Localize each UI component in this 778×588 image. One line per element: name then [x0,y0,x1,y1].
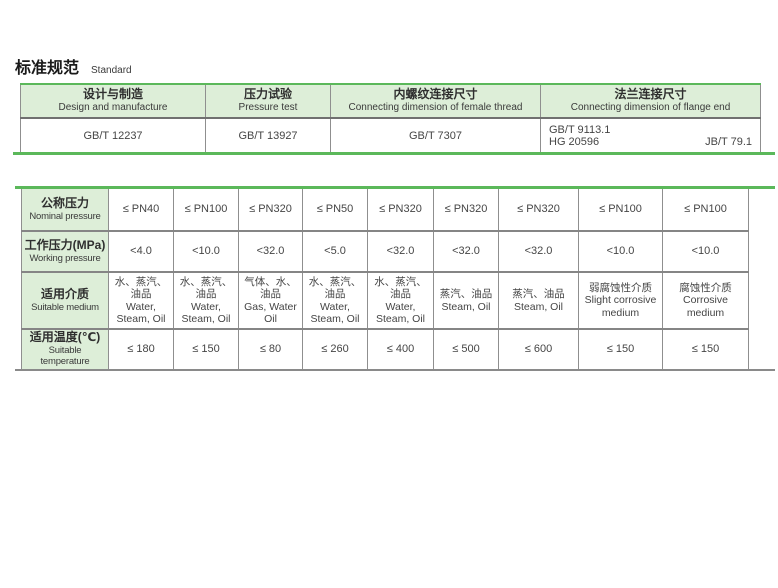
header-label-cn: 法兰连接尺寸 [614,87,687,102]
page-title-en: Standard [91,65,132,76]
row-header-cn: 适用介质 [40,286,89,301]
working-pressure-cell: <32.0 [367,230,434,273]
header-label-cn: 压力试验 [243,87,292,102]
row-header-cn: 公称压力 [40,195,89,210]
header-label-cn: 内螺纹连接尺寸 [393,87,478,102]
suitable-medium-cell: 蒸汽、油品 Steam, Oil [433,271,499,330]
flange-standard-line2: HG 20596 JB/T 79.1 [549,136,752,148]
flange-standard-line1: GB/T 9113.1 [549,123,611,136]
suitable-medium-cell: 水、蒸汽、 油品 Water, Steam, Oil [173,271,239,330]
row-header-en: Suitable temperature [40,345,90,368]
suitable-temperature-cell: ≤ 150 [578,328,663,369]
standards-value-female-thread: GB/T 7307 [330,118,541,152]
header-label-en: Connecting dimension of flange end [570,101,731,113]
row-header-suitable-medium: 适用介质 Suitable medium [21,271,109,330]
row-header-en: Suitable medium [31,301,99,313]
standards-header-pressure-test: 压力试验 Pressure test [205,84,331,119]
row-header-nominal-pressure: 公称压力 Nominal pressure [21,189,109,232]
nominal-pressure-cell: ≤ PN320 [498,189,579,232]
header-label-en: Design and manufacture [58,101,168,113]
row-suitable-temperature: 适用温度(℃) Suitable temperature ≤ 180 ≤ 150… [21,328,749,369]
standards-table-wrapper: 设计与制造 Design and manufacture 压力试验 Pressu… [13,83,775,155]
nominal-pressure-cell: ≤ PN40 [108,189,174,232]
suitable-medium-cell: 气体、水、 油品 Gas, Water Oil [238,271,303,330]
suitable-medium-cell: 腐蚀性介质 Corrosive medium [662,271,749,330]
working-pressure-cell: <10.0 [578,230,663,273]
row-header-cn: 工作压力(MPa) [24,237,106,252]
standards-header-design: 设计与制造 Design and manufacture [20,84,206,119]
flange-standard-hg: HG 20596 [549,135,600,148]
standards-header-flange-end: 法兰连接尺寸 Connecting dimension of flange en… [540,84,761,119]
suitable-medium-cell: 水、蒸汽、 油品 Water, Steam, Oil [108,271,174,330]
nominal-pressure-cell: ≤ PN100 [662,189,749,232]
spec-table: 公称压力 Nominal pressure ≤ PN40 ≤ PN100 ≤ P… [21,189,749,369]
header-label-en: Connecting dimension of female thread [348,101,523,113]
suitable-medium-cell: 水、蒸汽、 油品 Water, Steam, Oil [367,271,434,330]
row-header-suitable-temperature: 适用温度(℃) Suitable temperature [21,328,109,369]
suitable-medium-cell: 弱腐蚀性介质 Slight corrosive medium [578,271,663,330]
header-label-en: Pressure test [238,101,298,113]
working-pressure-cell: <10.0 [662,230,749,273]
nominal-pressure-cell: ≤ PN320 [238,189,303,232]
suitable-temperature-cell: ≤ 180 [108,328,174,369]
spec-table-wrapper: 公称压力 Nominal pressure ≤ PN40 ≤ PN100 ≤ P… [15,186,775,371]
row-suitable-medium: 适用介质 Suitable medium 水、蒸汽、 油品 Water, Ste… [21,271,749,330]
flange-standard-jb: JB/T 79.1 [705,135,752,148]
row-working-pressure: 工作压力(MPa) Working pressure <4.0 <10.0 <3… [21,230,749,273]
standards-header-female-thread: 内螺纹连接尺寸 Connecting dimension of female t… [330,84,541,119]
suitable-temperature-cell: ≤ 400 [367,328,434,369]
row-header-en: Nominal pressure [29,210,101,222]
suitable-medium-cell: 蒸汽、油品 Steam, Oil [498,271,579,330]
nominal-pressure-cell: ≤ PN320 [367,189,434,232]
row-header-cn: 适用温度(℃) [29,330,101,345]
suitable-temperature-cell: ≤ 150 [662,328,749,369]
suitable-temperature-cell: ≤ 600 [498,328,579,369]
suitable-temperature-cell: ≤ 150 [173,328,239,369]
working-pressure-cell: <32.0 [498,230,579,273]
working-pressure-cell: <32.0 [238,230,303,273]
row-nominal-pressure: 公称压力 Nominal pressure ≤ PN40 ≤ PN100 ≤ P… [21,189,749,232]
nominal-pressure-cell: ≤ PN50 [302,189,368,232]
suitable-medium-cell: 水、蒸汽、 油品 Water, Steam, Oil [302,271,368,330]
working-pressure-cell: <5.0 [302,230,368,273]
standards-value-row: GB/T 12237 GB/T 13927 GB/T 7307 GB/T 911… [20,118,761,152]
page-title: 标准规范 Standard [15,54,132,78]
nominal-pressure-cell: ≤ PN100 [173,189,239,232]
standards-header-row: 设计与制造 Design and manufacture 压力试验 Pressu… [20,84,761,119]
suitable-temperature-cell: ≤ 500 [433,328,499,369]
standards-value-design: GB/T 12237 [20,118,206,152]
working-pressure-cell: <4.0 [108,230,174,273]
suitable-temperature-cell: ≤ 80 [238,328,303,369]
working-pressure-cell: <32.0 [433,230,499,273]
header-label-cn: 设计与制造 [82,87,143,102]
nominal-pressure-cell: ≤ PN320 [433,189,499,232]
standards-value-pressure-test: GB/T 13927 [205,118,331,152]
working-pressure-cell: <10.0 [173,230,239,273]
row-header-en: Working pressure [29,252,101,264]
standards-table: 设计与制造 Design and manufacture 压力试验 Pressu… [20,83,761,152]
page-title-cn: 标准规范 [15,60,80,77]
suitable-temperature-cell: ≤ 260 [302,328,368,369]
row-header-working-pressure: 工作压力(MPa) Working pressure [21,230,109,273]
nominal-pressure-cell: ≤ PN100 [578,189,663,232]
standards-value-flange-end: GB/T 9113.1 HG 20596 JB/T 79.1 [540,118,761,152]
